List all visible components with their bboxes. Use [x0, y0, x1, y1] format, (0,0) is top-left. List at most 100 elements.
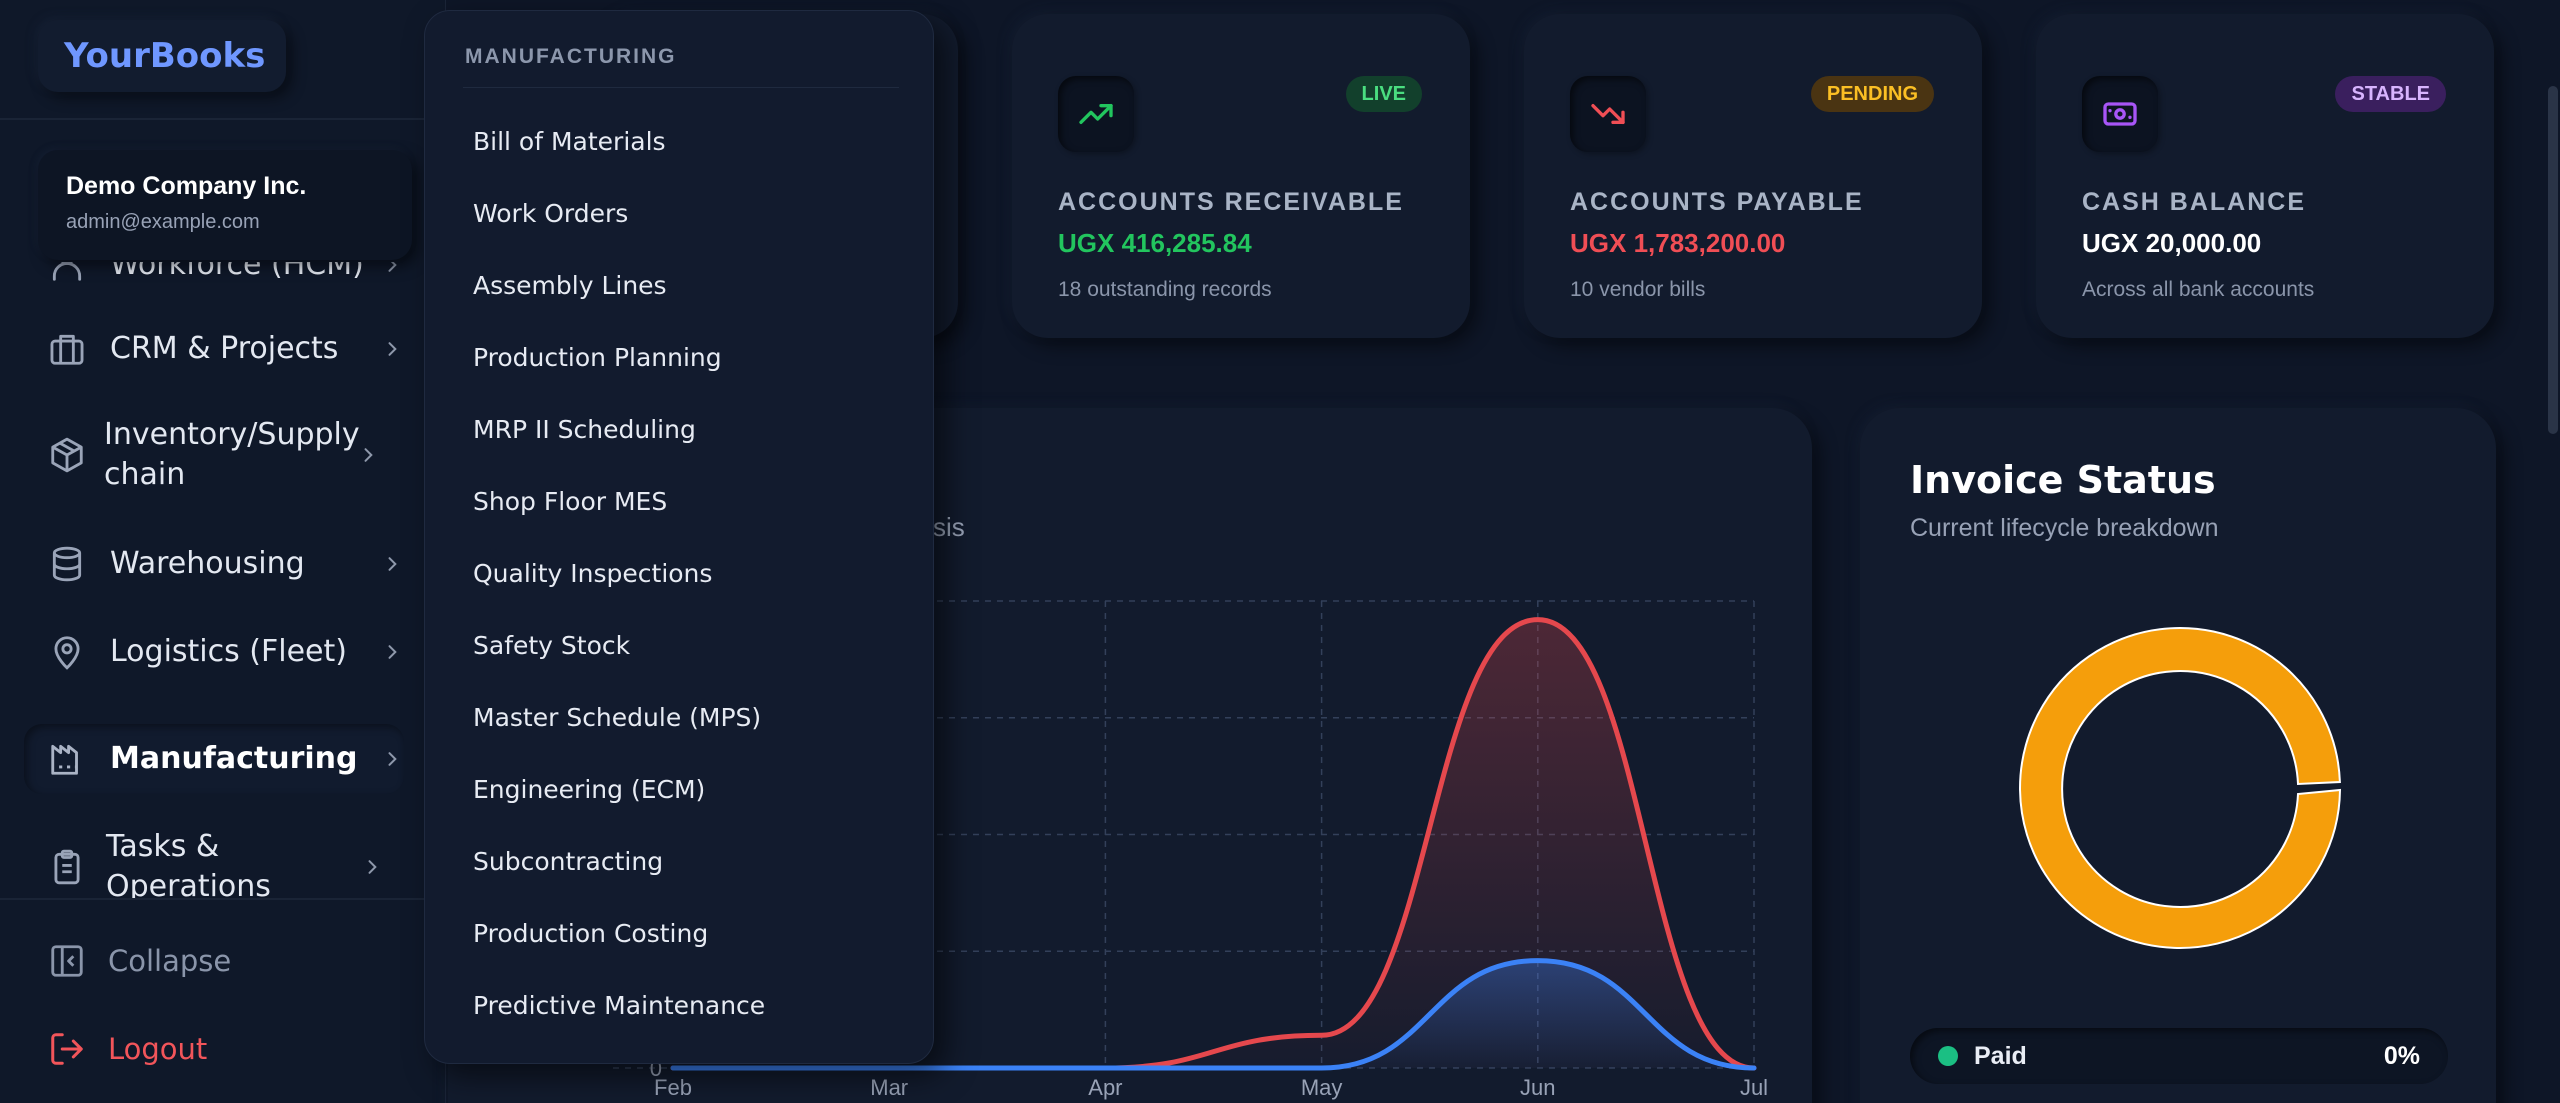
x-tick-label: May — [1301, 1075, 1343, 1100]
chart-series — [670, 617, 1757, 1071]
company-name: Demo Company Inc. — [66, 172, 307, 200]
manufacturing-submenu: MANUFACTURING Bill of Materials Work Ord… — [424, 10, 934, 1064]
x-tick-label: Jun — [1520, 1075, 1555, 1100]
menu-item-assembly-lines[interactable]: Assembly Lines — [473, 271, 667, 300]
menu-item-work-orders[interactable]: Work Orders — [473, 199, 629, 228]
sidebar-item-label: Inventory/Supply chain — [104, 417, 360, 492]
legend-value: 0% — [2383, 1041, 2420, 1070]
logout-icon — [51, 1033, 83, 1065]
chevron-right-icon — [388, 262, 397, 272]
users-icon — [52, 262, 82, 281]
invoice-status-title: Invoice Status — [1910, 458, 2216, 502]
sidebar-item-label: Warehousing — [110, 546, 305, 581]
chevron-right-icon — [364, 448, 373, 462]
card-title: ACCOUNTS RECEIVABLE — [1058, 188, 1404, 216]
invoice-legend-item[interactable]: Paid 0% — [1910, 1028, 2448, 1084]
series-line[interactable] — [670, 958, 1757, 1071]
logout-button[interactable]: Logout — [48, 1030, 207, 1068]
sidebar-item-label: Logistics (Fleet) — [110, 634, 347, 669]
icon-box — [1058, 76, 1134, 152]
map-pin-icon — [54, 636, 80, 670]
menu-item-engineering-ecm[interactable]: Engineering (ECM) — [473, 775, 706, 804]
status-badge: PENDING — [1810, 76, 1934, 112]
x-tick-label: Mar — [870, 1075, 908, 1100]
donut-slice[interactable] — [2019, 627, 2342, 949]
chevron-right-icon — [388, 752, 397, 766]
sidebar-item-inventory[interactable]: Inventory/Supply chain — [24, 410, 404, 500]
invoice-status-panel — [1860, 408, 2496, 1103]
trending-up-icon — [1079, 104, 1113, 125]
card-value: UGX 1,783,200.00 — [1570, 228, 1786, 258]
icon-box — [1570, 76, 1646, 152]
sidebar-item-crm-projects[interactable]: CRM & Projects — [24, 314, 404, 384]
divider — [0, 898, 446, 900]
sidebar-nav: Workforce (HCM) CRM & Projects Inventory… — [0, 262, 446, 898]
sidebar-item-label: CRM & Projects — [110, 331, 339, 366]
menu-item-mrp-ii-scheduling[interactable]: MRP II Scheduling — [473, 415, 696, 444]
briefcase-icon — [50, 334, 84, 365]
series-area — [673, 960, 1754, 1068]
sidebar-item-warehousing[interactable]: Warehousing — [24, 529, 404, 599]
sidebar-item-tasks-operations[interactable]: Tasks & Operations — [24, 822, 404, 898]
x-tick-label: Jul — [1740, 1075, 1768, 1100]
menu-item-production-planning[interactable]: Production Planning — [473, 343, 722, 372]
card-value: UGX 416,285.84 — [1058, 228, 1252, 258]
sidebar-item-label: Manufacturing — [110, 741, 358, 776]
package-icon — [51, 437, 83, 473]
divider — [463, 87, 899, 88]
sidebar-item-label: Workforce (HCM) — [110, 262, 364, 282]
sidebar-item-logistics[interactable]: Logistics (Fleet) — [24, 617, 404, 687]
invoice-donut-chart — [2019, 627, 2342, 949]
submenu-header: MANUFACTURING — [465, 45, 677, 68]
banknote-icon — [2103, 102, 2137, 126]
company-card[interactable]: Demo Company Inc. admin@example.com — [38, 150, 412, 260]
sidebar-item-workforce[interactable]: Workforce (HCM) — [24, 262, 404, 300]
stat-card-receivable[interactable]: LIVE ACCOUNTS RECEIVABLE UGX 416,285.84 … — [1012, 14, 1470, 338]
collapse-label: Collapse — [108, 944, 232, 978]
status-badge: LIVE — [1345, 76, 1422, 112]
page-scrollbar[interactable] — [2548, 86, 2558, 434]
chevron-right-icon — [388, 557, 397, 571]
collapse-button[interactable]: Collapse — [48, 942, 231, 980]
x-tick-label: Apr — [1088, 1075, 1122, 1100]
divider — [0, 118, 446, 120]
chevron-right-icon — [368, 860, 377, 874]
invoice-status-subtitle: Current lifecycle breakdown — [1910, 514, 2219, 542]
card-title: CASH BALANCE — [2082, 188, 2306, 216]
brand-logo[interactable]: YourBooks — [38, 20, 286, 92]
menu-item-quality-inspections[interactable]: Quality Inspections — [473, 559, 713, 588]
stat-card-cash[interactable]: STABLE CASH BALANCE UGX 20,000.00 Across… — [2036, 14, 2494, 338]
menu-item-bill-of-materials[interactable]: Bill of Materials — [473, 127, 666, 156]
stat-card-payable[interactable]: PENDING ACCOUNTS PAYABLE UGX 1,783,200.0… — [1524, 14, 1982, 338]
legend-dot — [1938, 1046, 1958, 1066]
menu-item-subcontracting[interactable]: Subcontracting — [473, 847, 664, 876]
chevron-right-icon — [388, 342, 397, 356]
trending-down-icon — [1591, 104, 1625, 125]
menu-item-shop-floor-mes[interactable]: Shop Floor MES — [473, 487, 668, 516]
x-tick-label: Feb — [654, 1075, 692, 1100]
chevron-right-icon — [388, 645, 397, 659]
menu-item-safety-stock[interactable]: Safety Stock — [473, 631, 631, 660]
menu-item-predictive-maintenance[interactable]: Predictive Maintenance — [473, 991, 766, 1020]
sidebar-item-manufacturing[interactable]: Manufacturing — [24, 724, 404, 794]
icon-box — [2082, 76, 2158, 152]
card-subtext: Across all bank accounts — [2082, 278, 2315, 301]
logout-label: Logout — [108, 1032, 208, 1066]
series-area — [673, 619, 1754, 1068]
factory-icon — [51, 744, 78, 775]
database-icon — [52, 546, 82, 582]
card-subtext: 18 outstanding records — [1058, 278, 1272, 301]
sidebar-item-label: Tasks & Operations — [106, 829, 271, 898]
sidebar-collapse-icon — [51, 945, 83, 977]
status-badge: STABLE — [2335, 76, 2446, 112]
card-value: UGX 20,000.00 — [2082, 228, 2262, 258]
card-subtext: 10 vendor bills — [1570, 278, 1706, 301]
card-title: ACCOUNTS PAYABLE — [1570, 188, 1864, 216]
legend-label: Paid — [1974, 1041, 2027, 1070]
menu-item-master-schedule[interactable]: Master Schedule (MPS) — [473, 703, 762, 732]
clipboard-icon — [54, 849, 80, 885]
sidebar: YourBooks Demo Company Inc. admin@exampl… — [0, 0, 446, 1103]
company-email: admin@example.com — [66, 211, 260, 233]
menu-item-production-costing[interactable]: Production Costing — [473, 919, 709, 948]
